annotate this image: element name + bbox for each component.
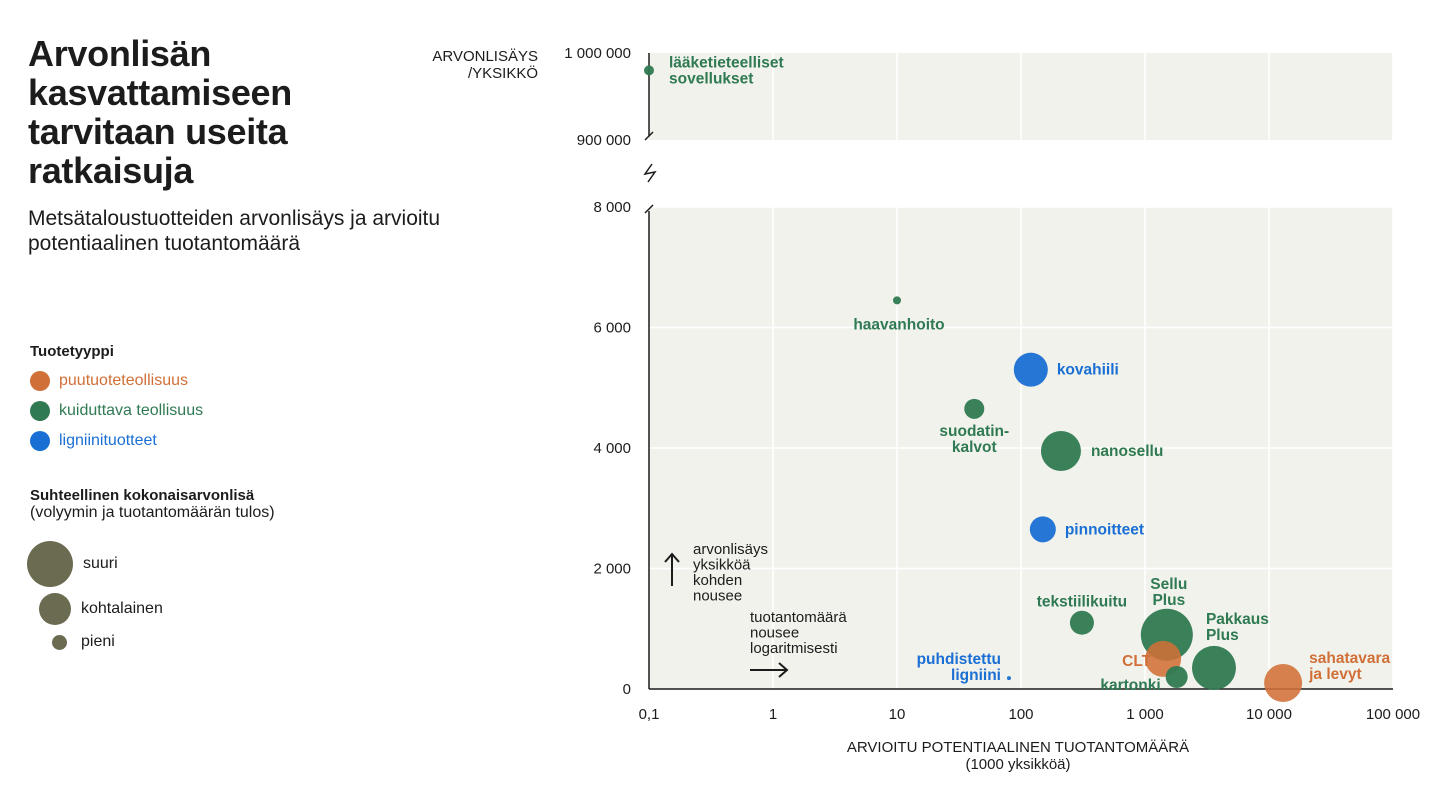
legend-size-small: pieni bbox=[52, 633, 115, 651]
up-arrow-text: nousee bbox=[693, 588, 742, 605]
legend-size-dot-large bbox=[27, 541, 73, 587]
x-axis-title: (1000 yksikköä) bbox=[965, 756, 1070, 773]
bubble-label: suodatin- bbox=[939, 423, 1009, 440]
legend-bubble-size: Suhteellinen kokonaisarvonlisä (volyymin… bbox=[27, 487, 350, 650]
legend-label-ligniini: ligniinituotteet bbox=[59, 432, 157, 449]
bubble-label: ja levyt bbox=[1308, 666, 1362, 683]
x-tick-label: 1 000 bbox=[1126, 706, 1164, 723]
legend-size-heading: Suhteellinen kokonaisarvonlisä bbox=[30, 487, 255, 504]
y-axis-title: /YKSIKKÖ bbox=[468, 64, 538, 82]
bubble-label: Sellu bbox=[1150, 576, 1187, 593]
bubble-point bbox=[1191, 645, 1236, 690]
bubble-label: tekstiilikuitu bbox=[1037, 594, 1127, 611]
bubble-point bbox=[1264, 663, 1303, 702]
right-arrow-icon bbox=[750, 662, 789, 678]
legend-product-type: Tuotetyyppi puutuoteteollisuus kuiduttav… bbox=[30, 343, 203, 456]
legend-size-large: suuri bbox=[27, 541, 118, 587]
y-tick-label: 6 000 bbox=[593, 320, 631, 337]
legend-size-label-large: suuri bbox=[83, 555, 118, 572]
x-tick-label: 10 000 bbox=[1246, 706, 1292, 723]
axis-break-mark-upper bbox=[644, 131, 654, 141]
x-tick-label: 1 bbox=[769, 706, 777, 723]
bubble-point bbox=[1165, 665, 1188, 688]
up-arrow-text: yksikköä bbox=[693, 557, 751, 574]
y-axis-title: ARVONLISÄYS bbox=[432, 48, 538, 65]
bubble-label: puhdistettu bbox=[917, 651, 1001, 668]
bubble-label: kalvot bbox=[952, 439, 997, 456]
up-arrow-text: arvonlisäys bbox=[693, 541, 768, 558]
x-tick-label: 100 000 bbox=[1366, 706, 1420, 723]
bubble-label: sovellukset bbox=[669, 70, 753, 87]
bubble-point bbox=[1069, 610, 1094, 635]
y-tick-label: 0 bbox=[623, 681, 631, 698]
bubble-label: lääketieteelliset bbox=[669, 54, 784, 71]
bubble-label: Pakkaus bbox=[1206, 611, 1269, 628]
y-tick-label: 8 000 bbox=[593, 199, 631, 216]
right-arrow-text: nousee bbox=[750, 625, 799, 642]
bubble-label: ligniini bbox=[951, 667, 1001, 684]
legend-size-label-small: pieni bbox=[81, 633, 115, 650]
bubble-label: sahatavara bbox=[1309, 650, 1390, 667]
legend-dot-ligniini bbox=[30, 431, 50, 451]
up-arrow-icon bbox=[664, 552, 680, 586]
legend-type-heading: Tuotetyyppi bbox=[30, 343, 114, 360]
up-arrow-text: kohden bbox=[693, 572, 742, 589]
legend-size-dot-medium bbox=[39, 593, 71, 625]
x-tick-label: 10 bbox=[889, 706, 906, 723]
bubble-label: kovahiili bbox=[1057, 362, 1119, 379]
axis-break-mark-lower bbox=[644, 204, 654, 214]
legend-label-kuitu: kuiduttava teollisuus bbox=[59, 402, 204, 419]
legend-dot-kuitu bbox=[30, 401, 50, 421]
x-tick-label: 0,1 bbox=[639, 706, 660, 723]
bubble-label: CLT bbox=[1122, 653, 1152, 670]
bubble-point bbox=[1040, 431, 1081, 472]
legend-item-ligniini: ligniinituotteet bbox=[30, 426, 203, 456]
legend-item-kuitu: kuiduttava teollisuus bbox=[30, 396, 203, 426]
y-tick-label: 2 000 bbox=[593, 561, 631, 578]
legend-label-puu: puutuoteteollisuus bbox=[59, 372, 188, 389]
y-tick-label: 4 000 bbox=[593, 440, 631, 457]
axis-break-symbol bbox=[643, 163, 657, 183]
bubble-label: Plus bbox=[1206, 627, 1239, 644]
x-tick-label: 100 bbox=[1008, 706, 1033, 723]
y-tick-label: 1 000 000 bbox=[564, 45, 631, 62]
page-subtitle: Metsätaloustuotteiden arvonlisäys ja arv… bbox=[28, 207, 441, 255]
x-axis-title: ARVIOITU POTENTIAALINEN TUOTANTOMÄÄRÄ bbox=[847, 739, 1189, 756]
legend-size-dot-small bbox=[52, 634, 67, 650]
right-arrow-text: logaritmisesti bbox=[750, 640, 838, 657]
bubble-label: haavanhoito bbox=[853, 316, 944, 333]
bubble-point bbox=[1013, 352, 1048, 387]
bubble-label: kartonki bbox=[1100, 677, 1160, 694]
right-arrow-text: tuotantomäärä bbox=[750, 609, 847, 626]
legend-dot-puu bbox=[30, 371, 50, 391]
bubble-point bbox=[1029, 516, 1056, 543]
bubble-point bbox=[964, 398, 985, 419]
bubble-point bbox=[644, 65, 654, 76]
legend-size-note: (volyymin ja tuotantomäärän tulos) bbox=[30, 504, 275, 521]
bubble-label: nanosellu bbox=[1091, 443, 1163, 460]
legend-item-puu: puutuoteteollisuus bbox=[30, 366, 203, 396]
bubble-label: pinnoitteet bbox=[1065, 521, 1144, 538]
bubble-label: Plus bbox=[1152, 592, 1185, 609]
legend-size-label-medium: kohtalainen bbox=[81, 600, 163, 617]
bubble-point bbox=[1006, 676, 1011, 681]
legend-size-medium: kohtalainen bbox=[39, 593, 163, 625]
page-title: Arvonlisän kasvattamiseen tarvitaan usei… bbox=[28, 33, 292, 191]
bubble-point bbox=[893, 296, 901, 305]
y-tick-label: 900 000 bbox=[577, 132, 631, 149]
